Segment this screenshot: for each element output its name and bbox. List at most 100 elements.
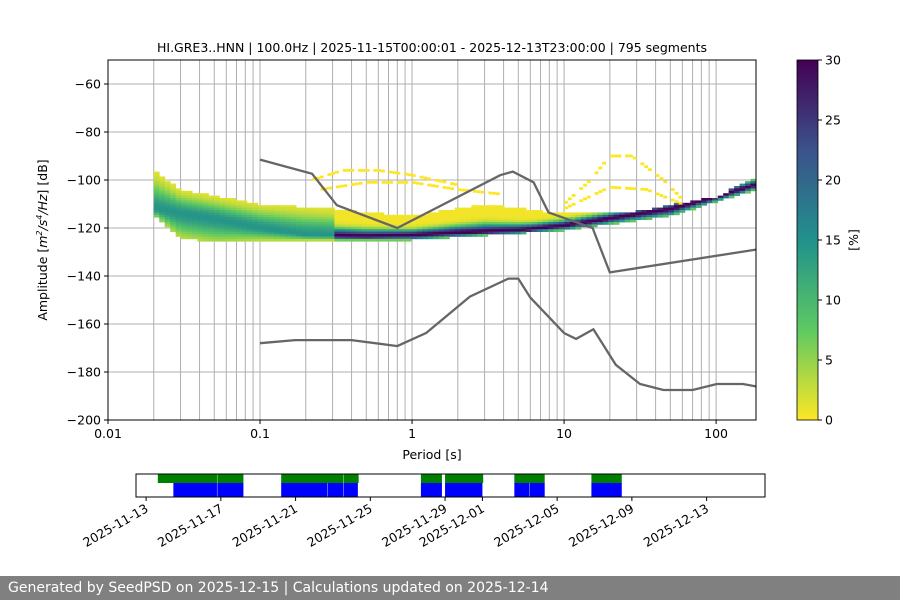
psd-cell: [679, 210, 686, 213]
psd-cell: [203, 207, 209, 211]
psd-sparse-cell: [586, 180, 591, 184]
psd-cell: [465, 222, 472, 225]
y-tick-label: −180: [67, 365, 101, 380]
psd-cell: [389, 236, 396, 240]
y-tick-label: −120: [67, 221, 101, 236]
psd-cell: [164, 190, 171, 194]
psd-cell: [170, 212, 177, 216]
psd-cell: [597, 222, 604, 225]
psd-cell: [520, 229, 527, 232]
psd-cell: [339, 231, 346, 235]
psd-cell: [482, 226, 489, 230]
psd-cell: [235, 234, 242, 237]
psd-cell: [526, 224, 532, 228]
psd-cell: [613, 217, 620, 220]
psd-cell: [356, 214, 363, 218]
psd-cell: [383, 219, 390, 223]
psd-cell: [422, 219, 428, 223]
x-tick-label: 1: [408, 426, 416, 441]
psd-sparse-cell: [453, 182, 458, 186]
psd-cell: [383, 226, 390, 230]
psd-cell: [186, 205, 193, 208]
psd-cell: [224, 205, 231, 208]
psd-cell: [509, 210, 516, 213]
psd-cell: [345, 222, 352, 225]
psd-cell: [745, 186, 751, 189]
psd-cell: [547, 229, 554, 232]
psd-cell: [526, 217, 532, 220]
psd-cell: [465, 212, 472, 216]
psd-cell: [487, 205, 494, 208]
psd-sparse-cell: [613, 186, 618, 189]
psd-sparse-cell: [598, 166, 603, 170]
timeline-tick-label: 2025-11-21: [230, 501, 300, 550]
psd-cell: [203, 210, 209, 213]
psd-cell: [416, 219, 423, 223]
psd-cell: [558, 217, 565, 220]
psd-cell: [383, 224, 390, 228]
psd-cell: [307, 229, 313, 232]
psd-cell: [290, 222, 297, 225]
psd-cell: [230, 217, 237, 220]
psd-cell: [296, 238, 302, 242]
psd-cell: [290, 214, 297, 218]
psd-cell: [372, 229, 379, 232]
psd-sparse-cell: [450, 187, 455, 191]
psd-cell: [422, 226, 428, 230]
psd-sparse-cell: [381, 180, 386, 184]
psd-sparse-cell: [655, 192, 660, 196]
available-segment: [157, 474, 217, 483]
psd-cell: [515, 226, 521, 230]
x-axis: 0.01 0.1 1 10 100: [94, 420, 728, 441]
psd-cell: [230, 234, 237, 237]
psd-cell: [224, 202, 231, 206]
psd-cell: [241, 200, 248, 204]
psd-cell: [175, 224, 182, 228]
plot-frame: [107, 59, 757, 421]
psd-cell: [219, 214, 226, 218]
psd-cell: [290, 226, 297, 230]
psd-cell: [219, 226, 226, 230]
psd-cell: [208, 219, 215, 223]
psd-cell: [246, 231, 253, 235]
psd-cell: [427, 229, 434, 232]
psd-cell: [186, 231, 193, 235]
psd-cell: [213, 226, 220, 230]
psd-cell: [367, 222, 374, 225]
psd-cell: [564, 226, 571, 230]
psd-cell: [438, 210, 445, 213]
psd-cell: [164, 195, 171, 199]
psd-cell: [367, 219, 374, 223]
psd-cell: [268, 212, 275, 216]
psd-cell: [241, 212, 248, 216]
psd-sparse-cell: [625, 154, 629, 158]
psd-cell: [624, 217, 631, 220]
psd-cell: [695, 202, 702, 206]
psd-cell: [641, 212, 647, 216]
psd-cell: [569, 222, 576, 225]
psd-sparse-cell: [594, 171, 599, 175]
psd-cell: [411, 219, 417, 223]
psd-cell: [203, 198, 209, 201]
psd-cell: [312, 224, 319, 228]
psd-cell: [213, 234, 220, 237]
psd-cell: [449, 210, 456, 213]
psd-cell: [695, 205, 702, 208]
psd-cell: [219, 234, 226, 237]
psd-cell: [296, 217, 302, 220]
psd-cell: [170, 188, 177, 192]
psd-cell: [235, 231, 242, 235]
psd-cell: [301, 236, 308, 240]
psd-sparse-cell: [571, 202, 576, 206]
psd-cell: [186, 219, 193, 223]
psd-cell: [734, 188, 740, 192]
psd-cell: [389, 214, 396, 218]
psd-cell: [164, 202, 171, 206]
psd-cell: [454, 222, 461, 225]
psd-cell: [279, 212, 286, 216]
psd-cell: [460, 226, 467, 230]
psd-cell: [509, 214, 516, 218]
psd-cell: [312, 238, 319, 242]
psd-cell: [170, 210, 177, 213]
psd-cell: [383, 231, 390, 235]
